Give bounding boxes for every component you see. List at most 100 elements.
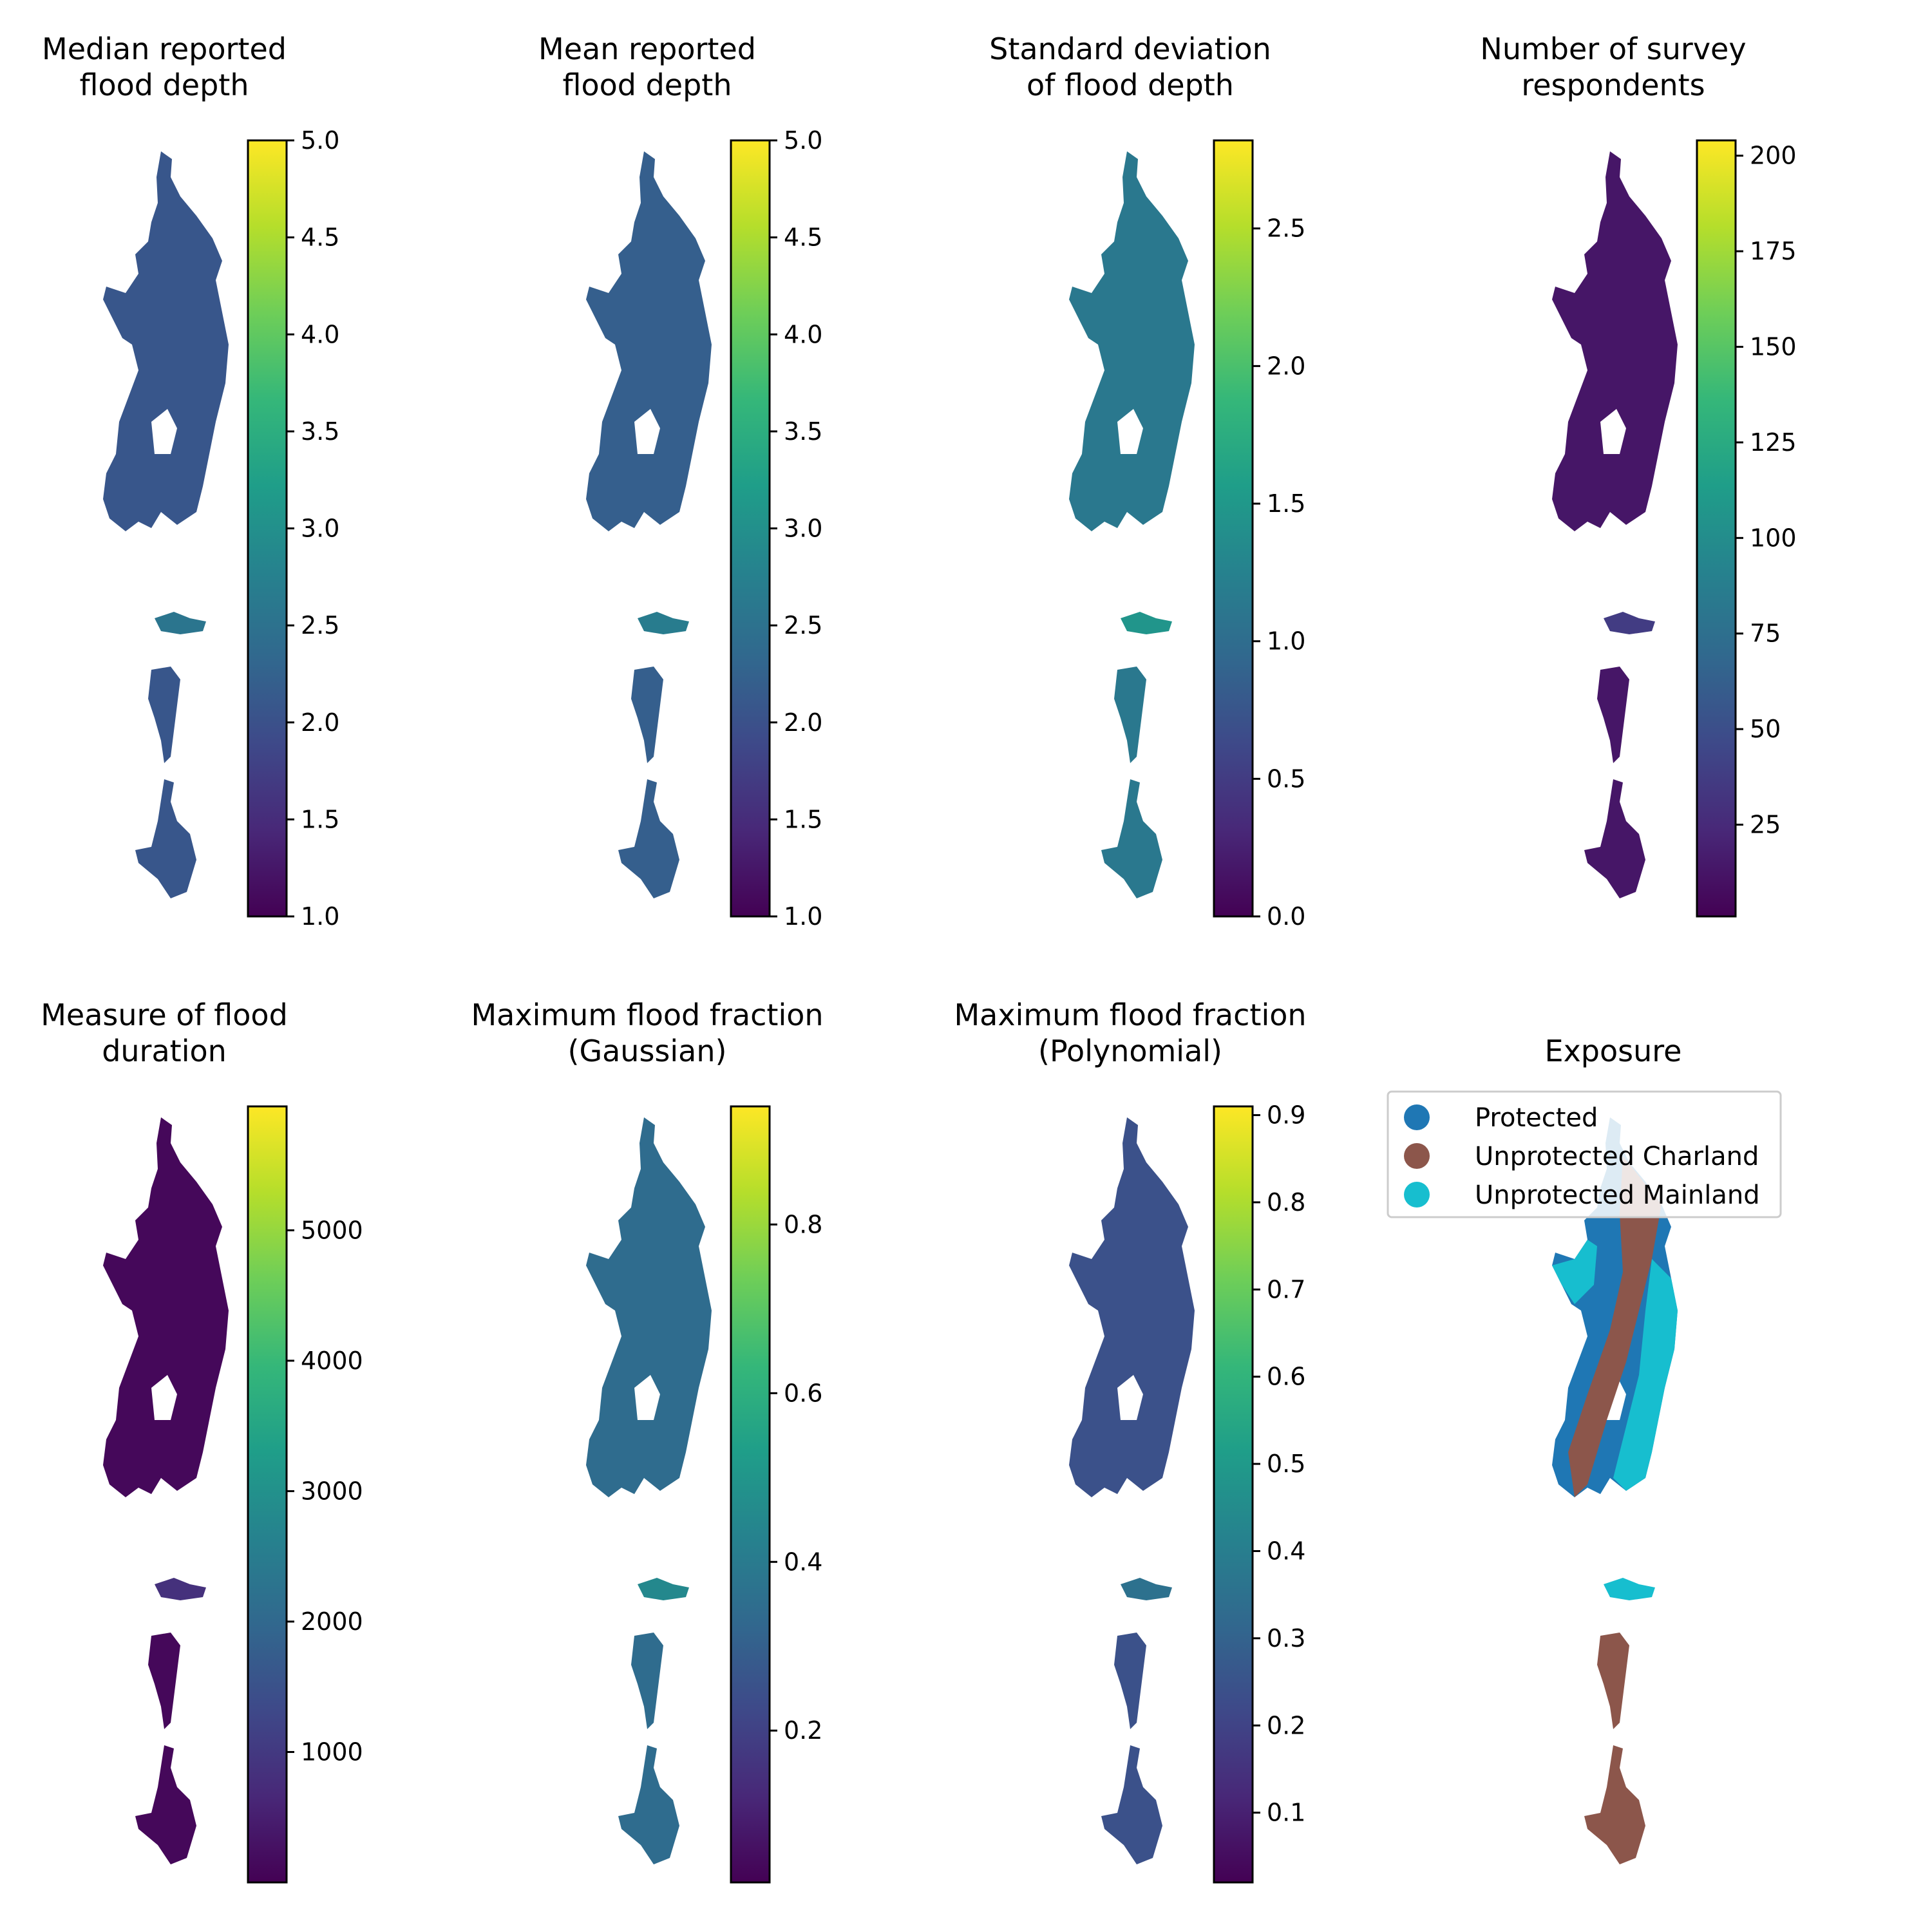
legend-marker [1404,1182,1430,1208]
colorbar-tick-label: 5000 [301,1216,363,1244]
region-polygon [1069,151,1195,531]
panel-title: Maximum flood fraction [954,998,1306,1032]
colorbar-tick-label: 2.0 [1267,352,1305,380]
panel-exposure: Exposure Protected Unprotected Charland Unp… [1387,1034,1782,1864]
region-hole [151,409,177,454]
colorbar-tick-label: 3.0 [784,515,822,543]
region-polygon [1121,612,1172,634]
panel-title: (Polynomial) [1038,1034,1222,1068]
region-polygon [148,667,180,763]
panel-title: Measure of flood [41,998,288,1032]
region-mainland [1613,1259,1678,1491]
colorbar-tick-label: 2.0 [301,708,339,737]
colorbar: 0.2 0.4 0.6 0.8 [730,1105,822,1884]
colorbar: 0.1 0.2 0.3 0.4 0.5 0.6 0.7 0.8 0.9 [1213,1101,1305,1884]
region-polygon [148,1633,180,1729]
region-polygon [631,667,663,763]
region-hole [1600,409,1626,454]
colorbar-tick-label: 4000 [301,1347,363,1375]
colorbar-tick-label: 0.3 [1267,1624,1305,1653]
region-polygon [638,612,689,634]
colorbar-tick-label: 0.8 [1267,1188,1305,1217]
colorbar-tick-label: 175 [1750,237,1797,265]
colorbar-tick-label: 75 [1750,620,1781,648]
colorbar-tick-label: 5.0 [301,126,339,155]
colorbar-tick-label: 0.2 [784,1716,822,1745]
region-polygon [135,1745,196,1864]
panel-title: duration [102,1034,227,1068]
exposure-legend: Protected Unprotected Charland Unprotected… [1387,1090,1782,1218]
colorbar-tick-label: 4.5 [301,223,339,252]
colorbar-bar [1213,139,1254,918]
colorbar-tick-label: 3.5 [784,417,822,446]
region-polygon [103,151,229,531]
colorbar-tick-label: 50 [1750,715,1781,743]
colorbar-tick-label: 1.5 [784,805,822,833]
colorbar-tick-label: 0.4 [1267,1537,1305,1566]
region-polygon [1584,1745,1645,1864]
region-charland [1568,1156,1662,1497]
region-map [1552,1117,1678,1864]
colorbar-tick-label: 0.0 [1267,902,1305,931]
colorbar-bar [247,1105,288,1884]
region-polygon [618,779,679,898]
region-polygon [586,1117,712,1497]
colorbar-tick-label: 1.0 [301,902,339,931]
colorbar: 1.0 1.5 2.0 2.5 3.0 3.5 4.0 4.5 5.0 [730,126,822,931]
colorbar: 25 50 75 100 125 150 175 200 [1696,139,1797,918]
region-hole [1117,409,1143,454]
colorbar: 0.0 0.5 1.0 1.5 2.0 2.5 [1213,139,1305,931]
legend-label: Protected [1475,1103,1598,1133]
panel-title: flood depth [80,68,249,102]
region-hole [1117,1375,1143,1420]
panel-title: Mean reported [538,32,756,66]
colorbar-tick-label: 2.0 [784,708,822,737]
legend-label: Unprotected Mainland [1475,1180,1760,1210]
colorbar-tick-label: 25 [1750,811,1781,839]
colorbar: 1000 2000 3000 4000 5000 [247,1105,363,1884]
colorbar-tick-label: 2.5 [1267,214,1305,243]
region-polygon [1121,1578,1172,1600]
region-polygon [638,1578,689,1600]
exposure-overlay [1552,1156,1678,1497]
colorbar-bar [247,139,288,918]
colorbar-tick-label: 4.0 [301,320,339,348]
region-polygon [1604,1578,1655,1600]
region-map [1069,1117,1195,1864]
region-map [586,1117,712,1864]
panel-title: Number of survey [1480,32,1746,66]
region-polygon [1552,151,1678,531]
legend-marker [1404,1104,1430,1130]
panel-title: Exposure [1545,1034,1682,1068]
colorbar-tick-label: 0.9 [1267,1101,1305,1130]
colorbar-tick-label: 2000 [301,1607,363,1636]
region-polygon [1101,1745,1162,1864]
region-polygon [1101,779,1162,898]
colorbar-bar [730,1105,771,1884]
colorbar-tick-label: 2.5 [301,611,339,639]
colorbar-tick-label: 0.8 [784,1210,822,1238]
colorbar-bar [1696,139,1737,918]
panel-title: of flood depth [1027,68,1234,102]
region-hole [634,1375,660,1420]
colorbar-bar [1213,1105,1254,1884]
legend-box [1387,1090,1782,1218]
panel-max-fraction-gaussian: Maximum flood fraction(Gaussian)0.20.40.… [471,998,824,1884]
colorbar-tick-label: 150 [1750,333,1797,361]
panel-title: Median reported [42,32,287,66]
colorbar-tick-label: 125 [1750,428,1797,457]
legend-label: Unprotected Charland [1475,1142,1759,1171]
panel-max-fraction-polynomial: Maximum flood fraction(Polynomial) 0.1 0.2… [954,998,1307,1884]
colorbar-tick-label: 4.0 [784,320,822,348]
colorbar-tick-label: 0.6 [1267,1363,1305,1391]
region-polygon [155,612,206,634]
region-mainland [1552,1240,1597,1304]
panel-title: flood depth [563,68,732,102]
colorbar-tick-label: 0.5 [1267,764,1305,793]
region-polygon [586,151,712,531]
legend-marker [1404,1143,1430,1169]
colorbar-tick-label: 1000 [301,1738,363,1766]
